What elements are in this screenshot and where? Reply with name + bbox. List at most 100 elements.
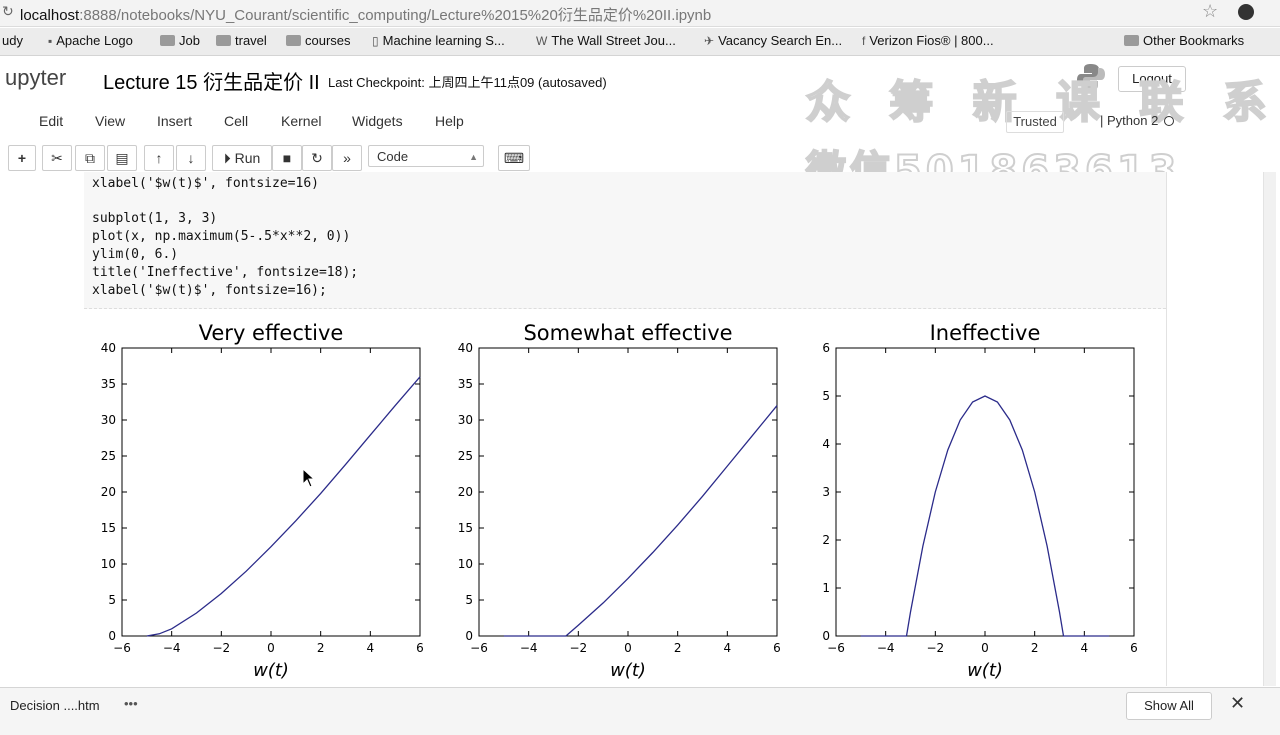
- x-tick-label: 0: [267, 641, 275, 655]
- interrupt-button[interactable]: ■: [272, 145, 302, 171]
- menu-kernel[interactable]: Kernel: [281, 113, 322, 129]
- bookmark-item[interactable]: Job: [160, 33, 200, 48]
- bookmark-item[interactable]: f Verizon Fios® | 800...: [862, 33, 994, 48]
- bookmark-item[interactable]: travel: [216, 33, 267, 48]
- y-tick-label: 20: [458, 485, 473, 499]
- x-tick-label: −4: [877, 641, 895, 655]
- show-all-button[interactable]: Show All: [1126, 692, 1212, 720]
- restart-run-all-button[interactable]: »: [332, 145, 362, 171]
- menu-help[interactable]: Help: [435, 113, 464, 129]
- trusted-badge[interactable]: Trusted: [1006, 111, 1064, 133]
- restart-icon: ↻: [311, 150, 323, 166]
- y-tick-label: 5: [108, 593, 116, 607]
- x-tick-label: 6: [1130, 641, 1138, 655]
- close-icon[interactable]: ✕: [1230, 693, 1246, 713]
- x-tick-label: 6: [416, 641, 424, 655]
- y-tick-label: 25: [101, 449, 116, 463]
- y-tick-label: 0: [822, 629, 830, 643]
- add-cell-button[interactable]: +: [8, 145, 36, 171]
- y-tick-label: 0: [465, 629, 473, 643]
- menu-cell[interactable]: Cell: [224, 113, 249, 129]
- bookmark-label: travel: [235, 33, 267, 48]
- cut-button[interactable]: ✂: [42, 145, 72, 171]
- chart-title: Very effective: [199, 321, 344, 345]
- bookmark-item[interactable]: Other Bookmarks: [1124, 33, 1244, 48]
- url-field[interactable]: localhost:8888/notebooks/NYU_Courant/sci…: [20, 4, 711, 25]
- code-cell[interactable]: xlabel('$w(t)$', fontsize=16) subplot(1,…: [84, 172, 1166, 309]
- y-tick-label: 15: [101, 521, 116, 535]
- extension-icon[interactable]: [1238, 4, 1254, 20]
- x-axis-label: w(t): [610, 660, 646, 681]
- x-tick-label: 4: [367, 641, 375, 655]
- cell-type-select[interactable]: Code▲▼: [368, 145, 484, 184]
- x-tick-label: −2: [212, 641, 230, 655]
- bookmark-label: Machine learning S...: [382, 33, 505, 48]
- copy-button[interactable]: ⧉: [75, 145, 105, 171]
- run-button[interactable]: ⏵ Run: [212, 145, 272, 171]
- x-tick-label: −4: [163, 641, 181, 655]
- wsj-icon: W: [536, 34, 548, 48]
- notebook-right-edge: [1166, 172, 1167, 686]
- menu-bar: Edit View Insert Cell Kernel Widgets Hel…: [0, 108, 1280, 134]
- folder-icon: [1124, 35, 1139, 46]
- code-line: xlabel('$w(t)$', fontsize=16);: [92, 283, 327, 298]
- checkpoint-status: Last Checkpoint: 上周四上午11点09 (autosaved): [328, 75, 607, 90]
- copy-icon: ⧉: [85, 150, 95, 166]
- move-up-button[interactable]: ↑: [144, 145, 174, 171]
- notebook-title[interactable]: Lecture 15 衍生品定价 II: [103, 72, 320, 94]
- reload-icon[interactable]: ↻: [2, 3, 14, 19]
- x-tick-label: 4: [724, 641, 732, 655]
- download-item[interactable]: Decision ....htm: [10, 698, 100, 713]
- download-options-icon[interactable]: •••: [124, 696, 138, 711]
- x-tick-label: −6: [113, 641, 131, 655]
- move-down-button[interactable]: ↓: [176, 145, 206, 171]
- x-axis-label: w(t): [253, 660, 289, 681]
- y-tick-label: 35: [458, 377, 473, 391]
- logout-button[interactable]: Logout: [1118, 66, 1186, 92]
- bookmark-star-icon[interactable]: ☆: [1202, 1, 1219, 21]
- kernel-indicator: | Python 2: [1100, 113, 1175, 128]
- python-logo-icon: [1077, 64, 1105, 90]
- menu-view[interactable]: View: [95, 113, 126, 129]
- restart-button[interactable]: ↻: [302, 145, 332, 171]
- bookmark-item[interactable]: udy: [2, 33, 23, 48]
- menu-widgets[interactable]: Widgets: [352, 113, 403, 129]
- y-tick-label: 5: [822, 389, 830, 403]
- watermark-text-line1: 众 筹 新 课 联 系: [805, 76, 1279, 129]
- menu-insert[interactable]: Insert: [157, 113, 193, 129]
- y-tick-label: 10: [101, 557, 116, 571]
- bookmark-item[interactable]: W The Wall Street Jou...: [536, 33, 676, 48]
- paste-button[interactable]: ▤: [107, 145, 137, 171]
- scrollbar[interactable]: [1263, 172, 1276, 686]
- y-tick-label: 30: [458, 413, 473, 427]
- y-tick-label: 4: [822, 437, 830, 451]
- address-bar[interactable]: ↻ localhost:8888/notebooks/NYU_Courant/s…: [0, 0, 1280, 27]
- menu-edit[interactable]: Edit: [39, 113, 64, 129]
- page-icon: ▯: [372, 34, 379, 48]
- bookmark-item[interactable]: courses: [286, 33, 351, 48]
- command-palette-button[interactable]: ⌨: [498, 145, 530, 171]
- bookmark-item[interactable]: ✈ Vacancy Search En...: [704, 33, 842, 48]
- bookmarks-bar: udy ▪ Apache Logo Job travel courses ▯ Mac…: [0, 28, 1280, 56]
- mouse-cursor-icon: [302, 468, 316, 488]
- y-tick-label: 3: [822, 485, 830, 499]
- folder-icon: [216, 35, 231, 46]
- bookmark-label: courses: [305, 33, 351, 48]
- plus-icon: +: [17, 150, 27, 166]
- y-tick-label: 10: [458, 557, 473, 571]
- jupyter-logo[interactable]: upyter: [5, 65, 67, 90]
- y-tick-label: 2: [822, 533, 830, 547]
- y-tick-label: 0: [108, 629, 116, 643]
- chart-title: Somewhat effective: [523, 321, 732, 345]
- x-tick-label: −2: [569, 641, 587, 655]
- chart-title: Ineffective: [930, 321, 1041, 345]
- arrow-up-icon: ↑: [155, 150, 163, 166]
- bookmark-item[interactable]: ▯ Machine learning S...: [372, 33, 505, 48]
- folder-icon: [286, 35, 301, 46]
- bookmark-item[interactable]: ▪ Apache Logo: [48, 33, 133, 48]
- jupyter-header: upyter Lecture 15 衍生品定价 II Last Checkpoi…: [0, 56, 1280, 102]
- kernel-status-icon: [1164, 116, 1175, 126]
- run-label: Run: [234, 150, 261, 166]
- bookmark-label: Job: [179, 33, 200, 48]
- bookmark-label: Other Bookmarks: [1143, 33, 1245, 48]
